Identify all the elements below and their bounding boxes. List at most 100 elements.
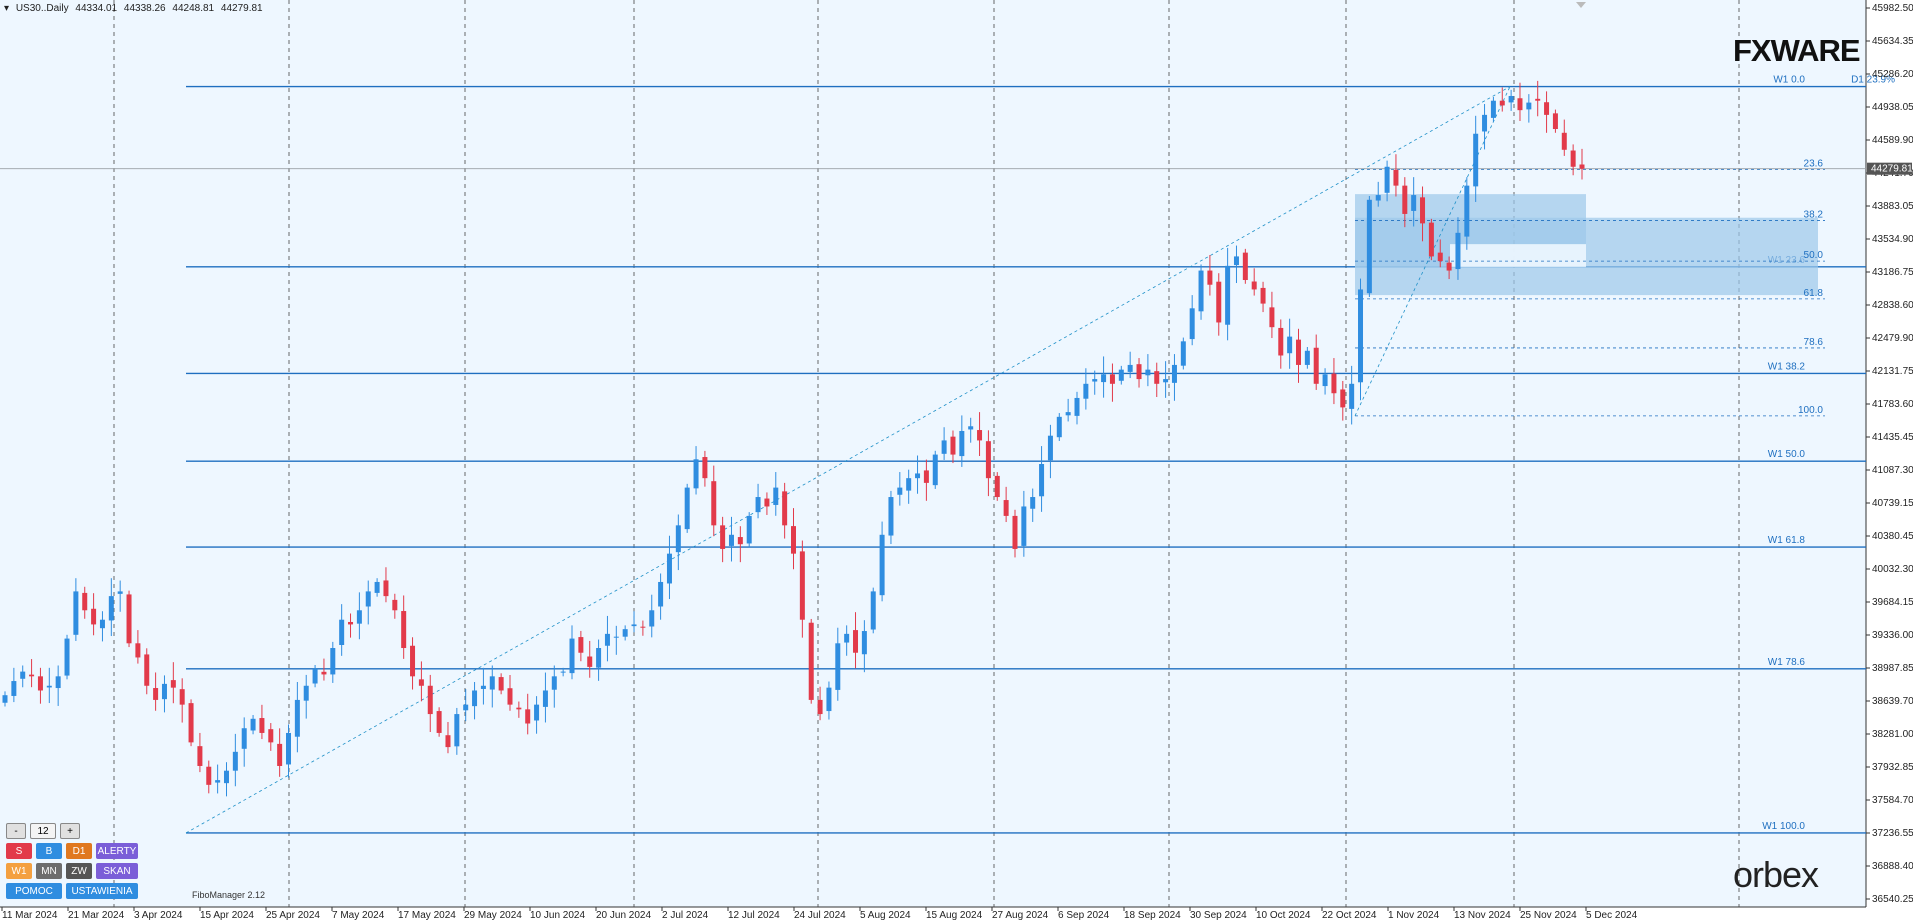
bear-candle: [37, 676, 43, 691]
bull-candle: [1039, 464, 1045, 497]
bull-candle: [1464, 185, 1470, 237]
date-tick-label: 5 Aug 2024: [860, 910, 911, 920]
bear-candle: [1331, 373, 1337, 394]
bull-candle: [1384, 166, 1390, 193]
bull-candle: [1482, 114, 1488, 132]
d1-button[interactable]: D1: [66, 843, 92, 859]
bear-candle: [578, 637, 584, 653]
bull-candle: [631, 624, 637, 627]
help-button[interactable]: POMOC: [6, 883, 62, 899]
sell-button[interactable]: S: [6, 843, 32, 859]
bull-candle: [1163, 379, 1169, 383]
bear-candle: [1260, 287, 1266, 304]
dropdown-arrow-icon[interactable]: ▾: [4, 3, 10, 14]
bull-candle: [1490, 100, 1496, 118]
indicator-name: FiboManager 2.12: [192, 890, 266, 900]
bull-candle: [11, 681, 17, 696]
bull-candle: [1021, 506, 1027, 546]
date-tick-label: 7 May 2024: [332, 910, 385, 920]
date-tick-label: 6 Sep 2024: [1058, 910, 1110, 920]
bull-candle: [1473, 133, 1479, 187]
bull-candle: [117, 591, 123, 594]
bull-candle: [693, 459, 699, 489]
bear-candle: [206, 766, 212, 785]
bull-candle: [1455, 232, 1461, 270]
price-tick-label: 42479.90: [1872, 333, 1913, 344]
price-tick-label: 38987.85: [1872, 663, 1913, 674]
bull-candle: [1322, 374, 1328, 387]
weekly-fib-label: W1 61.8: [1768, 535, 1806, 546]
increase-button[interactable]: +: [60, 823, 80, 839]
bull-candle: [330, 648, 336, 675]
bear-candle: [418, 679, 424, 686]
bull-candle: [932, 454, 938, 486]
bull-candle: [472, 690, 478, 707]
w1-button[interactable]: W1: [6, 863, 32, 879]
price-tick-label: 45982.50: [1872, 3, 1913, 14]
bull-candle: [1056, 416, 1062, 438]
symbol-label: US30..Daily: [15, 3, 69, 14]
bull-candle: [374, 581, 380, 593]
bull-candle: [356, 610, 362, 624]
bear-candle: [640, 626, 646, 628]
bull-candle: [604, 633, 610, 646]
bull-candle: [844, 633, 850, 643]
bear-candle: [1393, 169, 1399, 186]
bull-candle: [1065, 412, 1071, 416]
bear-candle: [1402, 185, 1408, 214]
date-tick-label: 21 Mar 2024: [68, 910, 125, 920]
price-tick-label: 36888.40: [1872, 861, 1913, 872]
bull-candle: [286, 732, 292, 765]
price-tick-label: 40380.45: [1872, 531, 1913, 542]
bull-candle: [959, 430, 965, 457]
settings-button[interactable]: USTAWIENIA: [66, 883, 138, 899]
decrease-button[interactable]: -: [6, 823, 26, 839]
weekly-fib-label: W1 38.2: [1768, 361, 1806, 372]
bull-candle: [1225, 265, 1231, 325]
bear-candle: [720, 525, 726, 549]
bear-candle: [702, 457, 708, 479]
shift-marker-icon: [1576, 2, 1586, 8]
zw-button[interactable]: ZW: [66, 863, 92, 879]
bear-candle: [1420, 197, 1426, 224]
bear-candle: [401, 611, 407, 649]
date-tick-label: 25 Nov 2024: [1520, 910, 1577, 920]
close-value: 44279.81: [220, 3, 263, 14]
buy-button[interactable]: B: [36, 843, 62, 859]
weekly-fib-label: W1 0.0: [1773, 75, 1805, 86]
bear-candle: [525, 709, 531, 724]
bear-candle: [923, 470, 929, 483]
price-tick-label: 41435.45: [1872, 432, 1913, 443]
bear-candle: [1579, 164, 1585, 169]
date-tick-label: 13 Nov 2024: [1454, 910, 1511, 920]
bear-candle: [1517, 98, 1523, 111]
alerts-button[interactable]: ALERTY: [96, 843, 138, 859]
count-field[interactable]: 12: [30, 823, 56, 839]
price-tick-label: 43883.05: [1872, 201, 1913, 212]
bear-candle: [1216, 281, 1222, 323]
price-tick-label: 43186.75: [1872, 267, 1913, 278]
bear-candle: [1251, 281, 1257, 290]
bull-candle: [835, 643, 841, 690]
low-value: 44248.81: [172, 3, 215, 14]
trend-line-weekly: [185, 86, 1511, 834]
bull-candle: [1101, 374, 1107, 383]
date-tick-label: 3 Apr 2024: [134, 910, 183, 920]
bear-candle: [1154, 371, 1160, 384]
bear-candle: [1003, 500, 1009, 516]
bull-candle: [1198, 270, 1204, 312]
date-tick-label: 12 Jul 2024: [728, 910, 780, 920]
chart-header: ▾ US30..Daily 44334.01 44338.26 44248.81…: [4, 3, 267, 14]
bull-candle: [826, 687, 832, 712]
bull-candle: [1047, 435, 1053, 461]
bear-candle: [817, 699, 823, 715]
scan-button[interactable]: SKAN: [96, 863, 138, 879]
bear-candle: [410, 645, 416, 677]
mn-button[interactable]: MN: [36, 863, 62, 879]
bull-candle: [1180, 341, 1186, 366]
bull-candle: [613, 636, 619, 638]
date-tick-label: 1 Nov 2024: [1388, 910, 1440, 920]
bull-candle: [1375, 195, 1381, 201]
bear-candle: [1278, 327, 1284, 356]
